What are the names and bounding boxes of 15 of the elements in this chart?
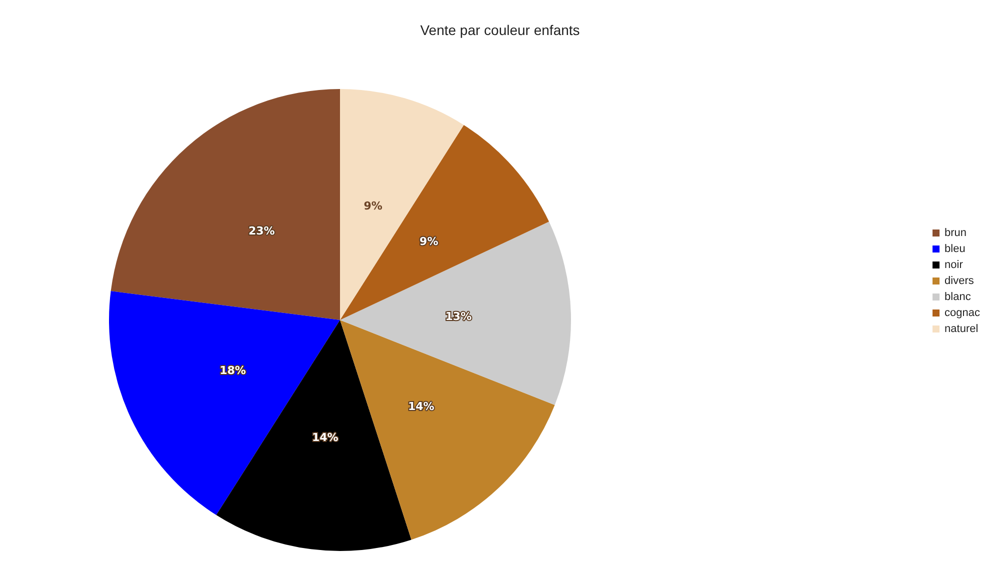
legend-label: bleu	[944, 243, 966, 255]
data-label: 23%	[248, 224, 275, 238]
data-label: 18%	[220, 364, 246, 377]
legend-label: naturel	[944, 323, 978, 335]
legend-label: noir	[944, 259, 964, 271]
legend-label: cognac	[944, 307, 980, 319]
chart-title: Vente par couleur enfants	[420, 22, 580, 38]
legend-label: divers	[944, 275, 974, 287]
data-label: 14%	[408, 400, 434, 413]
data-label: 14%	[312, 431, 338, 444]
data-label: 9%	[420, 235, 438, 248]
data-label: 9%	[364, 200, 382, 213]
legend-label: blanc	[944, 291, 972, 303]
data-label: 13%	[445, 310, 472, 323]
legend-label: brun	[944, 227, 967, 239]
